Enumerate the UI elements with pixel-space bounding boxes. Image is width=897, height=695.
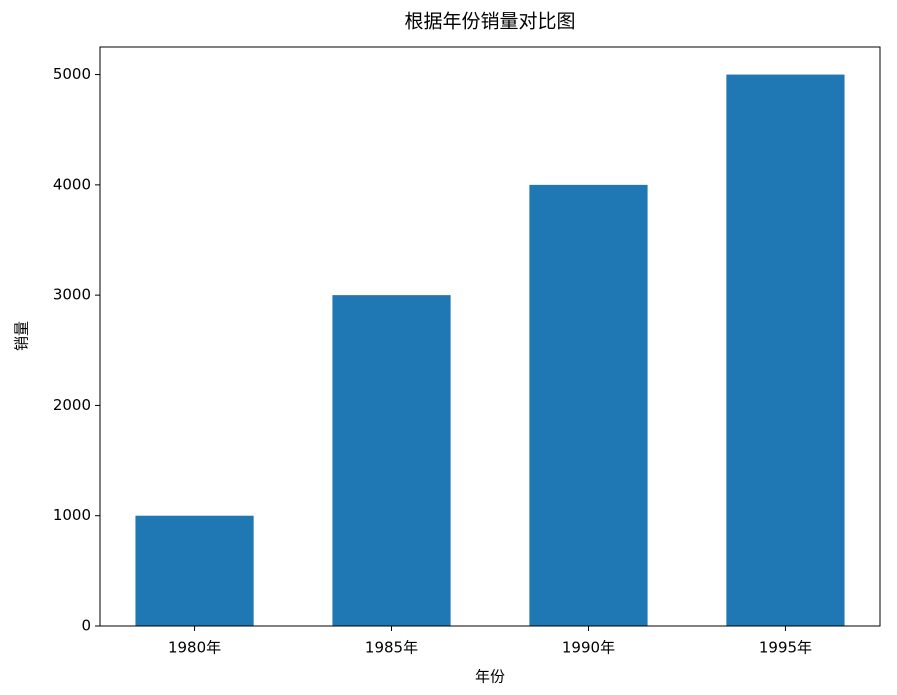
x-tick-label: 1980年 <box>168 639 221 657</box>
chart-title: 根据年份销量对比图 <box>404 11 575 33</box>
bar <box>332 295 451 626</box>
y-tick-label: 2000 <box>53 396 91 414</box>
x-axis-label: 年份 <box>475 668 505 686</box>
bar <box>726 74 845 627</box>
bar <box>529 184 648 626</box>
y-tick-label: 5000 <box>53 65 91 83</box>
y-axis-label: 销量 <box>13 321 31 351</box>
y-tick-label: 1000 <box>53 506 91 524</box>
bar <box>135 515 254 626</box>
y-tick-label: 4000 <box>53 175 91 193</box>
x-tick-label: 1990年 <box>562 639 615 657</box>
y-tick-label: 3000 <box>53 286 91 304</box>
x-tick-label: 1995年 <box>759 639 812 657</box>
plot-frame <box>99 46 881 627</box>
x-tick-label: 1985年 <box>365 639 418 657</box>
y-tick-label: 0 <box>81 617 91 635</box>
